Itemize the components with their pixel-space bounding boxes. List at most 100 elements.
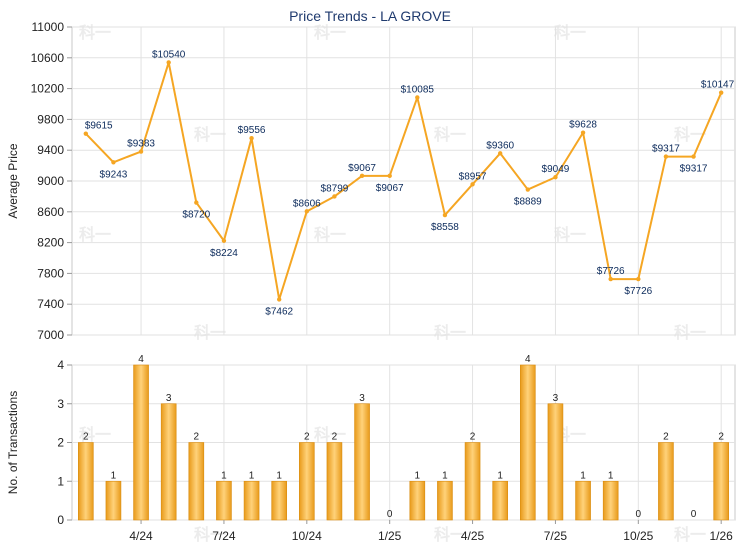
price-data-label: $8558 — [431, 222, 459, 233]
transactions-bar — [216, 480, 232, 521]
price-y-tick-label: 7800 — [37, 266, 64, 280]
price-point — [691, 154, 696, 159]
transactions-bar — [271, 480, 287, 521]
transactions-bar-panel: 0 1 2 3 4 No. of Transactions 2 1 4 3 2 1 1 1 2 2 3 0 1 1 2 1… — [6, 354, 736, 543]
transactions-bar — [492, 480, 508, 521]
price-data-label: $9628 — [569, 120, 597, 131]
price-y-axis-label: Average Price — [6, 143, 20, 218]
transactions-bar-label: 2 — [83, 432, 89, 443]
price-point — [497, 151, 503, 156]
watermark-text: 科一 — [674, 323, 706, 342]
transactions-y-tick-label: 4 — [57, 358, 64, 372]
watermark-text: 科一 — [674, 125, 706, 144]
price-y-tick-label: 10200 — [31, 82, 65, 96]
transactions-bar — [160, 403, 177, 521]
price-data-label: $7726 — [597, 266, 625, 277]
price-y-tick-label: 9800 — [37, 112, 64, 126]
transactions-bar — [602, 480, 619, 521]
watermark-text: 科一 — [434, 525, 466, 544]
price-y-tick-label: 9400 — [37, 143, 64, 157]
price-data-label: $10147 — [701, 80, 735, 91]
price-point — [194, 200, 199, 205]
watermark-text: 科一 — [194, 125, 226, 144]
watermark-text: 科一 — [79, 425, 111, 444]
transactions-bar — [326, 442, 343, 521]
transactions-bar-label: 1 — [608, 470, 614, 481]
x-axis-tick-label: 10/24 — [292, 529, 322, 543]
price-data-label: $10540 — [152, 49, 186, 60]
transactions-bar-label: 2 — [470, 432, 476, 443]
x-axis-tick-label: 1/26 — [710, 529, 734, 543]
transactions-bar — [78, 442, 94, 521]
transactions-bar — [575, 480, 591, 521]
transactions-bar-label: 4 — [525, 354, 531, 365]
transactions-bar — [713, 442, 729, 521]
price-y-tick-label: 7400 — [37, 297, 64, 311]
transactions-bar — [520, 364, 536, 521]
x-axis-tick-label: 7/25 — [544, 529, 568, 543]
watermark-text: 科一 — [554, 23, 586, 42]
price-data-label: $9067 — [376, 183, 404, 194]
price-point — [166, 60, 171, 65]
transactions-bar-label: 2 — [663, 432, 669, 443]
transactions-bar — [547, 403, 564, 521]
chart-title: Price Trends - LA GROVE — [289, 8, 451, 24]
price-data-label: $8224 — [210, 248, 238, 259]
price-y-tick-label: 11000 — [32, 20, 65, 34]
watermark-text: 科一 — [554, 225, 586, 244]
price-point — [415, 95, 420, 100]
price-point — [83, 131, 89, 136]
watermark-text: 科一 — [194, 323, 226, 342]
transactions-bar-label: 1 — [276, 470, 282, 481]
transactions-y-axis-label: No. of Transactions — [6, 391, 20, 494]
price-y-tick-label: 9000 — [37, 174, 64, 188]
price-data-label: $7726 — [624, 286, 652, 297]
watermark-text: 科一 — [79, 225, 111, 244]
price-data-label: $9360 — [486, 140, 514, 151]
transactions-bar-label: 0 — [387, 509, 393, 520]
price-point — [718, 90, 724, 95]
x-axis-tick-label: 4/24 — [129, 529, 153, 543]
transactions-bar — [409, 480, 426, 521]
transactions-y-tick-label: 1 — [57, 474, 64, 488]
transactions-bar — [188, 442, 205, 521]
transactions-y-tick-label: 3 — [57, 397, 64, 411]
transactions-bar-label: 1 — [442, 470, 448, 481]
transactions-bar-label: 3 — [359, 393, 365, 404]
price-y-tick-label: 10600 — [31, 51, 65, 65]
price-point — [276, 297, 282, 302]
price-point — [221, 238, 227, 243]
transactions-bar — [464, 442, 481, 521]
price-data-label: $9317 — [680, 164, 708, 175]
price-data-label: $8889 — [514, 197, 542, 208]
price-data-label: $9383 — [127, 139, 155, 150]
transactions-bar-label: 0 — [691, 509, 697, 520]
transactions-bar-label: 1 — [497, 470, 503, 481]
price-point — [387, 173, 392, 179]
transactions-bar — [658, 442, 674, 521]
transactions-bar-label: 2 — [304, 432, 310, 443]
price-data-label: $10085 — [401, 84, 435, 95]
watermark-text: 科一 — [674, 525, 706, 544]
price-data-label: $9049 — [542, 164, 570, 175]
price-y-tick-label: 8200 — [37, 236, 64, 250]
price-point — [553, 175, 558, 180]
transactions-bar-label: 1 — [415, 470, 421, 481]
transactions-bar — [105, 480, 122, 521]
price-point — [138, 149, 144, 154]
watermark-text: 科一 — [434, 323, 466, 342]
transactions-bar-label: 2 — [194, 432, 200, 443]
price-data-label: $9615 — [85, 121, 113, 132]
transactions-bar-label: 1 — [221, 470, 227, 481]
transactions-bar-label: 1 — [580, 470, 586, 481]
watermark-text: 科一 — [314, 225, 346, 244]
price-point — [442, 212, 448, 218]
transactions-bar-label: 3 — [553, 393, 559, 404]
price-data-label: $8799 — [321, 183, 349, 194]
transactions-bar-label: 4 — [138, 354, 144, 365]
watermark-text: 科一 — [314, 425, 346, 444]
transactions-bar-label: 2 — [332, 432, 338, 443]
price-point — [304, 209, 310, 214]
transactions-bar — [133, 364, 149, 521]
